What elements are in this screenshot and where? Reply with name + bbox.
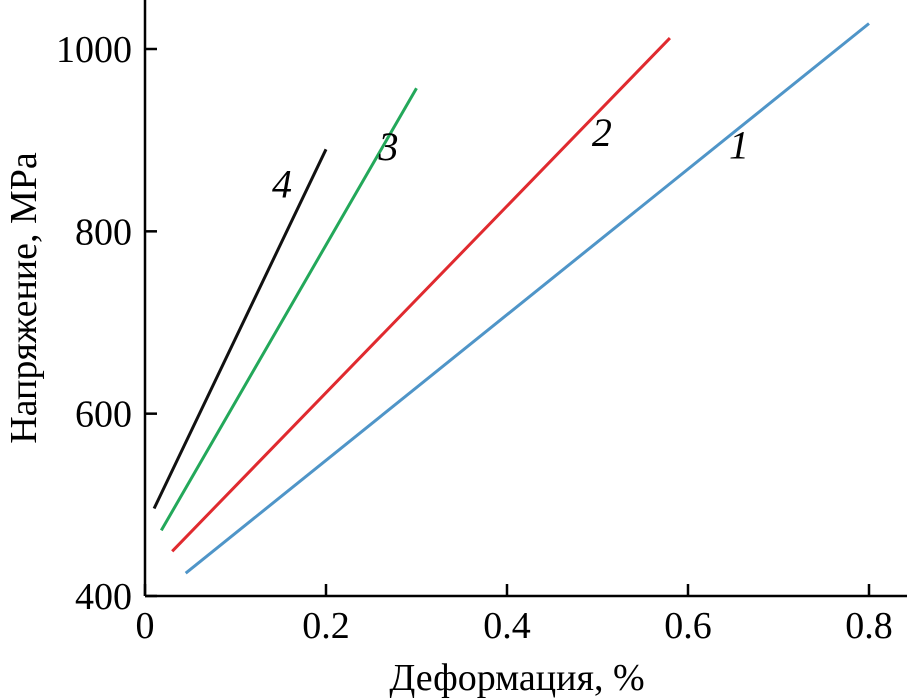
series-label-3: 3: [378, 124, 399, 169]
x-ticks: 0 0.2 0.4 0.6 0.8: [136, 584, 893, 647]
y-tick-label: 400: [75, 576, 132, 618]
x-tick-label: 0.8: [845, 605, 893, 647]
series-label-1: 1: [729, 122, 749, 167]
y-tick-label: 1000: [56, 29, 132, 71]
y-tick-label: 600: [75, 394, 132, 436]
y-tick-label: 800: [75, 211, 132, 253]
series: 1 2 3 4: [152, 22, 870, 575]
x-tick-label: 0.2: [302, 605, 350, 647]
y-ticks: 400 600 800 1000: [56, 29, 157, 618]
series-line-4: [152, 148, 328, 510]
series-line-2: [171, 37, 671, 553]
series-line-1: [184, 22, 870, 575]
x-tick-label: 0: [136, 605, 155, 647]
axes: [143, 0, 907, 598]
x-tick-label: 0.4: [483, 605, 531, 647]
series-line-3: [160, 87, 418, 532]
x-axis-title: Деформация, %: [389, 657, 644, 699]
series-label-2: 2: [592, 110, 612, 155]
x-tick-label: 0.6: [664, 605, 712, 647]
series-label-4: 4: [272, 161, 292, 206]
y-axis-title: Напряжение, МРа: [3, 152, 45, 444]
